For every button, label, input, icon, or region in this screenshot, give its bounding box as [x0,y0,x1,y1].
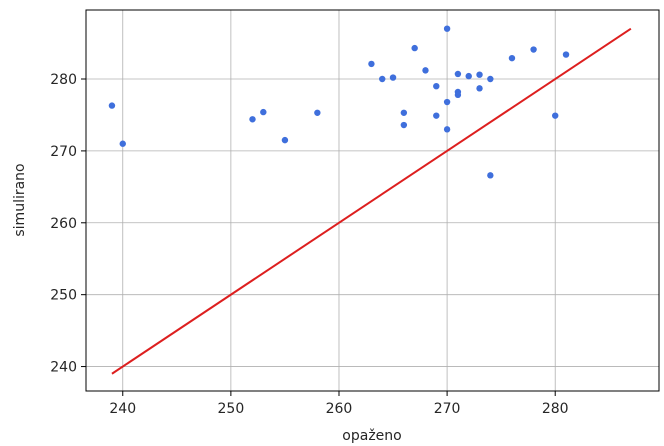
data-point [443,126,451,133]
data-points [108,25,570,179]
x-tick-label: 280 [542,401,569,417]
data-point [400,121,408,129]
x-tick-label: 240 [109,401,136,417]
x-axis-label: opaženo [342,428,401,444]
data-point [454,70,462,78]
data-point [368,60,375,68]
y-tick-label: 270 [50,144,77,160]
data-point [400,109,408,116]
data-point [433,83,440,90]
data-point [476,71,483,78]
plot-frame [85,9,660,392]
grid [86,10,659,391]
data-point [443,25,451,32]
data-point [530,46,537,53]
y-axis-label: simulirano [12,163,28,236]
y-tick-label: 260 [50,216,77,232]
data-point [389,74,397,81]
x-axis-ticks: 240 250 260 270 280 [109,391,569,417]
y-tick-label: 250 [50,288,77,304]
x-tick-label: 270 [434,401,461,417]
data-point [562,51,570,58]
data-point [433,112,440,119]
reference-line [111,27,632,375]
data-point [260,108,267,116]
data-point [108,102,116,109]
x-tick-label: 260 [326,401,353,417]
data-point [249,116,256,123]
data-point [379,75,386,83]
y-tick-label: 240 [50,360,77,376]
data-point [281,136,289,144]
data-point [508,54,516,62]
data-point [443,98,451,106]
data-point [119,140,126,147]
reference-line-group [111,27,632,375]
data-point [422,67,429,74]
data-point [411,44,418,52]
data-point [487,172,494,179]
y-axis-ticks: 240 250 260 270 280 [50,72,86,376]
data-point [465,72,472,80]
y-tick-label: 280 [50,72,77,88]
data-point [314,109,321,116]
data-point [552,112,559,119]
x-tick-label: 250 [218,401,245,417]
data-point [487,75,494,83]
data-point [476,85,483,92]
data-point [454,91,462,99]
